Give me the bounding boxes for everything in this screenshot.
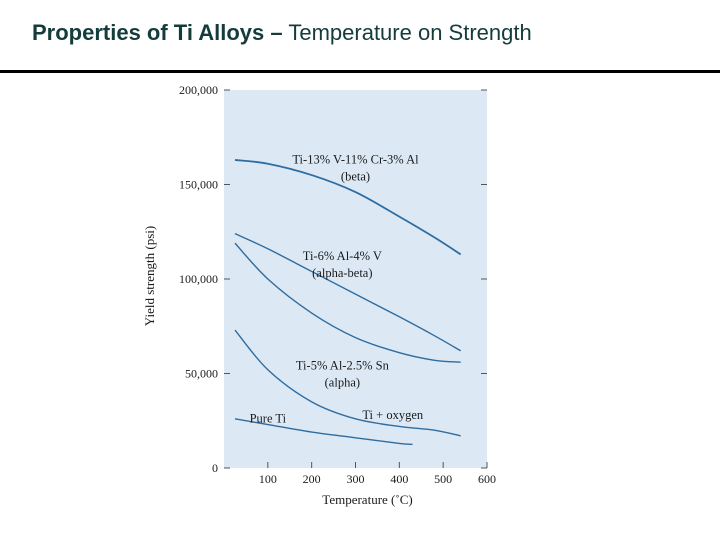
ti-13v-11cr-3al-label: Ti-13% V-11% Cr-3% Al bbox=[292, 153, 419, 167]
x-tick-label: 400 bbox=[390, 472, 408, 486]
ti-5al-2-5sn-line bbox=[234, 242, 461, 363]
ti-oxygen-label: Ti + oxygen bbox=[362, 408, 424, 422]
ti-6al-4v-label: (alpha-beta) bbox=[312, 266, 372, 280]
x-tick-label: 200 bbox=[303, 472, 321, 486]
pure-ti-label: Pure Ti bbox=[250, 412, 287, 426]
x-tick-label: 100 bbox=[259, 472, 277, 486]
ti-oxygen-line bbox=[234, 329, 461, 437]
y-tick-label: 100,000 bbox=[179, 272, 218, 286]
ti-6al-4v-label: Ti-6% Al-4% V bbox=[303, 249, 382, 263]
pure-ti-line bbox=[234, 418, 413, 446]
y-tick-label: 200,000 bbox=[179, 83, 218, 97]
ti-6al-4v-line bbox=[234, 233, 462, 352]
ti-5al-2-5sn-label: (alpha) bbox=[325, 376, 360, 390]
slide-title: Properties of Ti Alloys – Temperature on… bbox=[32, 20, 532, 46]
title-divider bbox=[0, 70, 720, 73]
slide-title-rest: Temperature on Strength bbox=[282, 20, 532, 45]
x-axis-title: Temperature (˚C) bbox=[322, 492, 412, 507]
y-tick-label: 150,000 bbox=[179, 178, 218, 192]
x-tick-label: 300 bbox=[347, 472, 365, 486]
ti-13v-11cr-3al-line bbox=[234, 159, 462, 256]
ti-5al-2-5sn-label: Ti-5% Al-2.5% Sn bbox=[296, 359, 390, 373]
y-axis-title: Yield strength (psi) bbox=[142, 226, 157, 326]
x-tick-label: 500 bbox=[434, 472, 452, 486]
y-tick-label: 50,000 bbox=[185, 367, 218, 381]
slide-title-bold: Properties of Ti Alloys – bbox=[32, 20, 283, 45]
ti-13v-11cr-3al-label: (beta) bbox=[341, 170, 370, 184]
y-tick-label: 0 bbox=[212, 461, 218, 475]
x-tick-label: 600 bbox=[478, 472, 496, 486]
